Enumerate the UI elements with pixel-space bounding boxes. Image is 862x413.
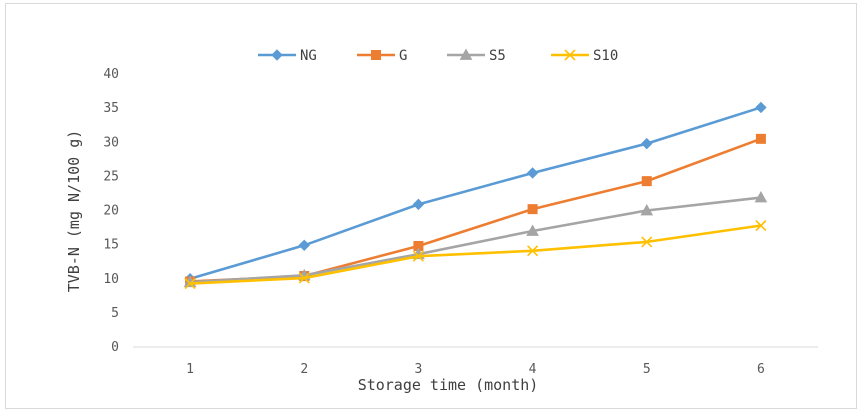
x-axis: 1 2 3 4 5 6 [133, 346, 818, 377]
series-line [190, 137, 762, 283]
legend: NG G S5 S10 [258, 48, 618, 64]
y-tick-label: 15 [103, 238, 119, 253]
data-point [298, 272, 310, 284]
x-tick-label: 1 [186, 362, 194, 377]
series-line [190, 224, 762, 285]
legend-label: S10 [593, 48, 618, 64]
x-tick-label: 4 [529, 362, 537, 377]
y-tick-label: 25 [103, 169, 119, 184]
x-tick-label: 2 [300, 362, 308, 377]
legend-label: S5 [489, 48, 506, 64]
legend-marker [459, 48, 473, 60]
data-point [412, 198, 425, 211]
data-point [526, 224, 539, 236]
data-point [527, 204, 538, 215]
y-tick-label: 20 [103, 204, 119, 219]
data-point [641, 137, 653, 150]
series-line [190, 196, 762, 284]
legend-marker [564, 49, 576, 61]
data-point [641, 236, 653, 248]
x-axis-title: Storage time (month) [358, 376, 539, 394]
data-point [412, 250, 424, 262]
data-point [754, 191, 768, 203]
series-s10 [184, 219, 767, 290]
legend-item-ng: NG [258, 48, 317, 64]
y-tick-label: 0 [111, 340, 119, 355]
series-g [185, 133, 766, 287]
y-axis-ticks: 0 5 10 15 20 25 30 35 40 [103, 67, 119, 355]
legend-item-s10: S10 [551, 48, 618, 64]
data-point [641, 176, 652, 187]
y-axis-title: TVB-N (mg N/100 g) [65, 130, 83, 293]
y-tick-label: 40 [103, 67, 119, 82]
data-point [298, 239, 310, 252]
y-tick-label: 35 [103, 101, 119, 116]
data-point [755, 133, 766, 144]
series-ng [184, 101, 767, 285]
legend-item-s5: S5 [447, 48, 506, 64]
series-layer [183, 101, 768, 290]
x-tick-label: 3 [415, 362, 423, 377]
data-point [755, 101, 767, 114]
legend-item-g: G [357, 48, 407, 64]
legend-marker [271, 49, 283, 61]
series-line [189, 106, 762, 280]
chart-frame [5, 3, 857, 409]
series-s5 [183, 191, 768, 288]
x-tick-label: 5 [643, 362, 651, 377]
legend-marker [371, 50, 381, 60]
data-point [527, 245, 539, 257]
data-point [184, 277, 196, 290]
data-point [526, 167, 539, 179]
legend-label: G [399, 48, 407, 64]
data-point [755, 219, 767, 232]
legend-label: NG [300, 48, 317, 64]
y-tick-label: 5 [111, 306, 119, 321]
y-tick-label: 30 [103, 135, 119, 150]
x-tick-label: 6 [757, 362, 765, 377]
y-tick-label: 10 [103, 272, 119, 287]
data-point [640, 203, 654, 216]
